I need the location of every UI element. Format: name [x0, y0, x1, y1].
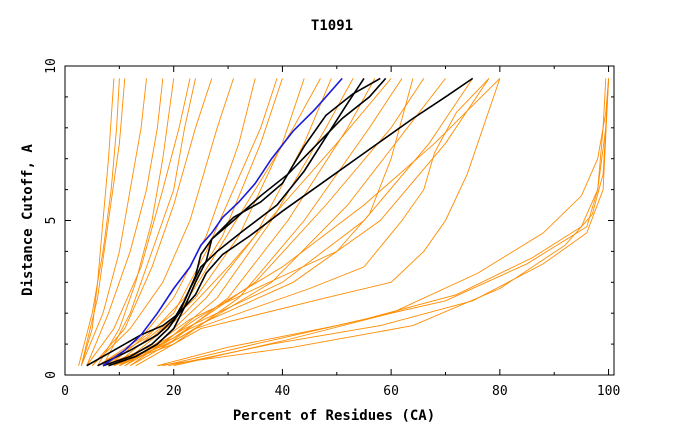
series-line-22	[129, 78, 490, 367]
ticks-layer: 0 20 40 60 80 100 0 5 10	[44, 58, 620, 399]
x-axis-label: Percent of Residues (CA)	[233, 408, 435, 424]
y-tick-label: 5	[44, 217, 59, 225]
series-line-37	[102, 77, 343, 367]
x-tick-label: 60	[383, 384, 399, 399]
series-line-4	[86, 78, 191, 366]
series-line-36	[108, 77, 381, 367]
series-line-27	[80, 78, 115, 366]
series-line-17	[124, 78, 490, 367]
plot-frame	[64, 65, 615, 376]
highlight-layer	[86, 77, 474, 367]
y-axis-label: Distance Cutoff, A	[20, 144, 36, 296]
series-line-3	[86, 78, 164, 366]
series-line-32	[157, 78, 610, 367]
series-line-33	[86, 77, 474, 367]
x-tick-label: 40	[275, 384, 291, 399]
series-line-29	[162, 78, 610, 367]
series-line-31	[173, 78, 610, 367]
x-tick-label: 100	[597, 384, 620, 399]
x-tick-label: 20	[166, 384, 182, 399]
series-line-23	[124, 78, 414, 367]
series-line-14	[113, 78, 425, 367]
series-line-34	[97, 77, 387, 367]
x-tick-label: 80	[492, 384, 508, 399]
series-line-0	[78, 78, 120, 366]
series-line-25	[97, 78, 175, 366]
series-layer	[78, 78, 610, 367]
series-line-13	[113, 78, 403, 367]
series-line-11	[108, 78, 354, 367]
x-tick-label: 0	[61, 384, 69, 399]
series-line-6	[91, 78, 234, 367]
series-line-12	[108, 78, 376, 367]
series-line-2	[80, 78, 147, 366]
series-line-10	[102, 78, 332, 367]
y-tick-label: 0	[44, 371, 59, 379]
series-line-1	[80, 78, 126, 366]
series-line-26	[102, 78, 196, 366]
series-line-28	[157, 78, 607, 367]
series-line-15	[119, 78, 446, 367]
y-tick-label: 10	[44, 58, 59, 74]
chart-title: T1091	[311, 18, 353, 34]
series-line-21	[108, 78, 278, 367]
series-line-30	[168, 78, 610, 367]
series-line-35	[102, 77, 365, 367]
series-line-24	[135, 78, 501, 367]
